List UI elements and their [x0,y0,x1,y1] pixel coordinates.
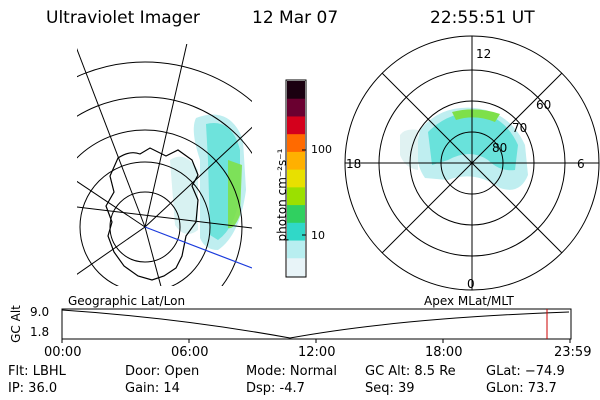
mlt-label-0: 0 [467,277,475,291]
mlt-label-18: 18 [346,157,362,171]
colorbar-band [287,205,305,224]
auroral-emission-geo [170,114,246,251]
colorbar-band [287,134,305,153]
status-mode: Mode: Normal [246,364,337,379]
colorbar-band [287,258,305,277]
status-filter: Flt: LBHL [8,364,66,379]
colorbar-band [287,222,305,242]
instrument-title: Ultraviolet Imager [46,8,200,28]
timeline-xtick-6: 06:00 [171,345,209,360]
status-glon: GLon: 73.7 [486,381,557,396]
colorbar-band [287,151,305,171]
timeline-xtick-18: 18:00 [425,345,463,360]
colorbar-band [287,187,305,206]
altitude-timeline [61,308,572,343]
status-door: Door: Open [125,364,200,379]
timeline-ytick-9: 9.0 [30,305,50,319]
mlat-label-60: 60 [536,98,552,112]
status-seq: Seq: 39 [365,381,415,396]
observation-time: 22:55:51 UT [430,8,535,28]
ground-track [144,226,252,269]
colorbar-tick-10: 10 [311,229,325,242]
timeline-xtick-12: 12:00 [298,345,336,360]
polar-plot [344,35,600,291]
colorbar-unit-label: photon cm⁻²s⁻¹ [275,148,289,242]
timeline-title-left: Geographic Lat/Lon [68,294,186,308]
antarctica-coastline [105,147,199,281]
status-dsp: Dsp: -4.7 [246,381,305,396]
colorbar-band [287,116,305,135]
mlat-label-80: 80 [492,141,508,155]
status-ip: IP: 36.0 [8,381,58,396]
colorbar-band [287,240,305,259]
status-gain: Gain: 14 [125,381,180,396]
colorbar-band [287,169,305,188]
timeline-ytick-1-8: 1.8 [30,325,50,339]
status-gc-alt: GC Alt: 8.5 Re [365,364,456,379]
colorbar-band [287,98,305,117]
mlt-label-12: 12 [476,47,492,61]
mlt-label-6: 6 [577,157,585,171]
timeline-ylabel: GC Alt [9,305,23,343]
colorbar [285,79,307,278]
timeline-title-right: Apex MLat/MLT [424,294,514,308]
status-glat: GLat: −74.9 [486,364,565,379]
colorbar-band [287,81,305,100]
colorbar-tick-100: 100 [311,143,332,156]
mlat-label-70: 70 [512,121,528,135]
timeline-xtick-0: 00:00 [44,345,82,360]
timeline-xtick-end: 23:59 [554,345,592,360]
observation-date: 12 Mar 07 [252,8,339,28]
